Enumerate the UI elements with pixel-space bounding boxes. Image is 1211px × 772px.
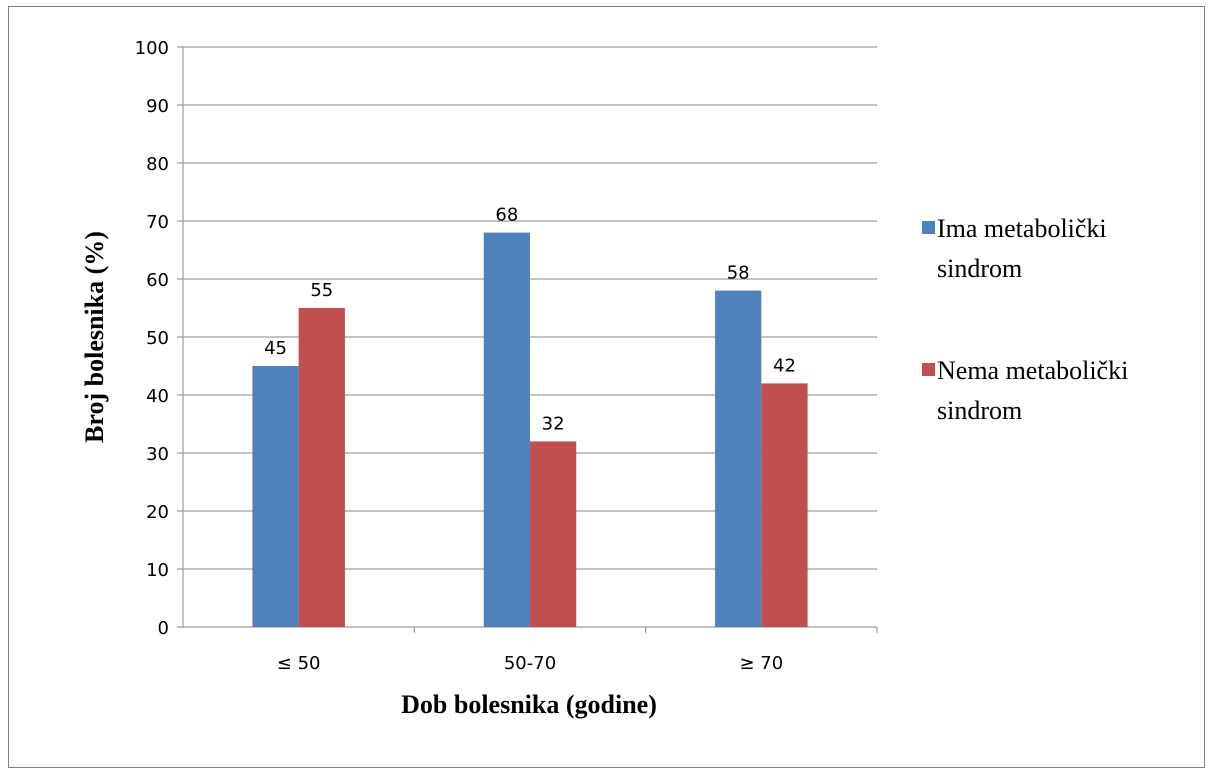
- data-label: 58: [727, 263, 750, 284]
- y-tick-label: 50: [146, 328, 169, 349]
- bar: [252, 366, 299, 627]
- chart-frame: [8, 6, 1205, 768]
- data-label: 55: [310, 280, 333, 301]
- legend-label-nema-line2: sindrom: [937, 396, 1022, 425]
- legend-label-nema-line1: Nema metabolički: [937, 356, 1128, 385]
- data-labels: 45 55 68 32 58 42: [264, 205, 796, 435]
- y-axis-title: Broj bolesnika (%): [80, 231, 109, 443]
- legend-swatch-nema: [922, 363, 935, 376]
- data-label: 45: [264, 338, 287, 359]
- y-tick-label: 60: [146, 270, 169, 291]
- bar: [715, 290, 762, 627]
- y-tick-label: 30: [146, 444, 169, 465]
- data-label: 42: [773, 355, 796, 376]
- y-tick-label: 80: [146, 154, 169, 175]
- legend-swatch-ima: [922, 221, 935, 234]
- legend-label-ima-line1: Ima metabolički: [937, 214, 1107, 243]
- bar: [530, 441, 577, 627]
- y-tick-label: 70: [146, 212, 169, 233]
- data-label: 68: [495, 205, 518, 226]
- legend: Ima metabolički sindrom Nema metabolički…: [922, 214, 1128, 425]
- y-tick-label: 20: [146, 502, 169, 523]
- bar: [761, 383, 808, 627]
- bar: [483, 232, 530, 627]
- y-tick-label: 100: [135, 38, 169, 59]
- x-tick-label: ≤ 50: [277, 653, 321, 674]
- x-tick-label: ≥ 70: [739, 653, 783, 674]
- x-tick-label: 50-70: [504, 653, 556, 674]
- y-tick-label: 0: [158, 618, 169, 639]
- legend-label-ima-line2: sindrom: [937, 254, 1022, 283]
- bars: [252, 232, 808, 627]
- x-axis-title: Dob bolesnika (godine): [401, 690, 657, 719]
- y-tick-labels: 0 10 20 30 40 50 60 70 80 90 100: [135, 38, 169, 639]
- bar: [298, 308, 345, 627]
- y-tick-label: 40: [146, 386, 169, 407]
- y-tick-label: 10: [146, 560, 169, 581]
- y-tick-label: 90: [146, 96, 169, 117]
- data-label: 32: [542, 413, 565, 434]
- x-tick-labels: ≤ 50 50-70 ≥ 70: [277, 653, 783, 674]
